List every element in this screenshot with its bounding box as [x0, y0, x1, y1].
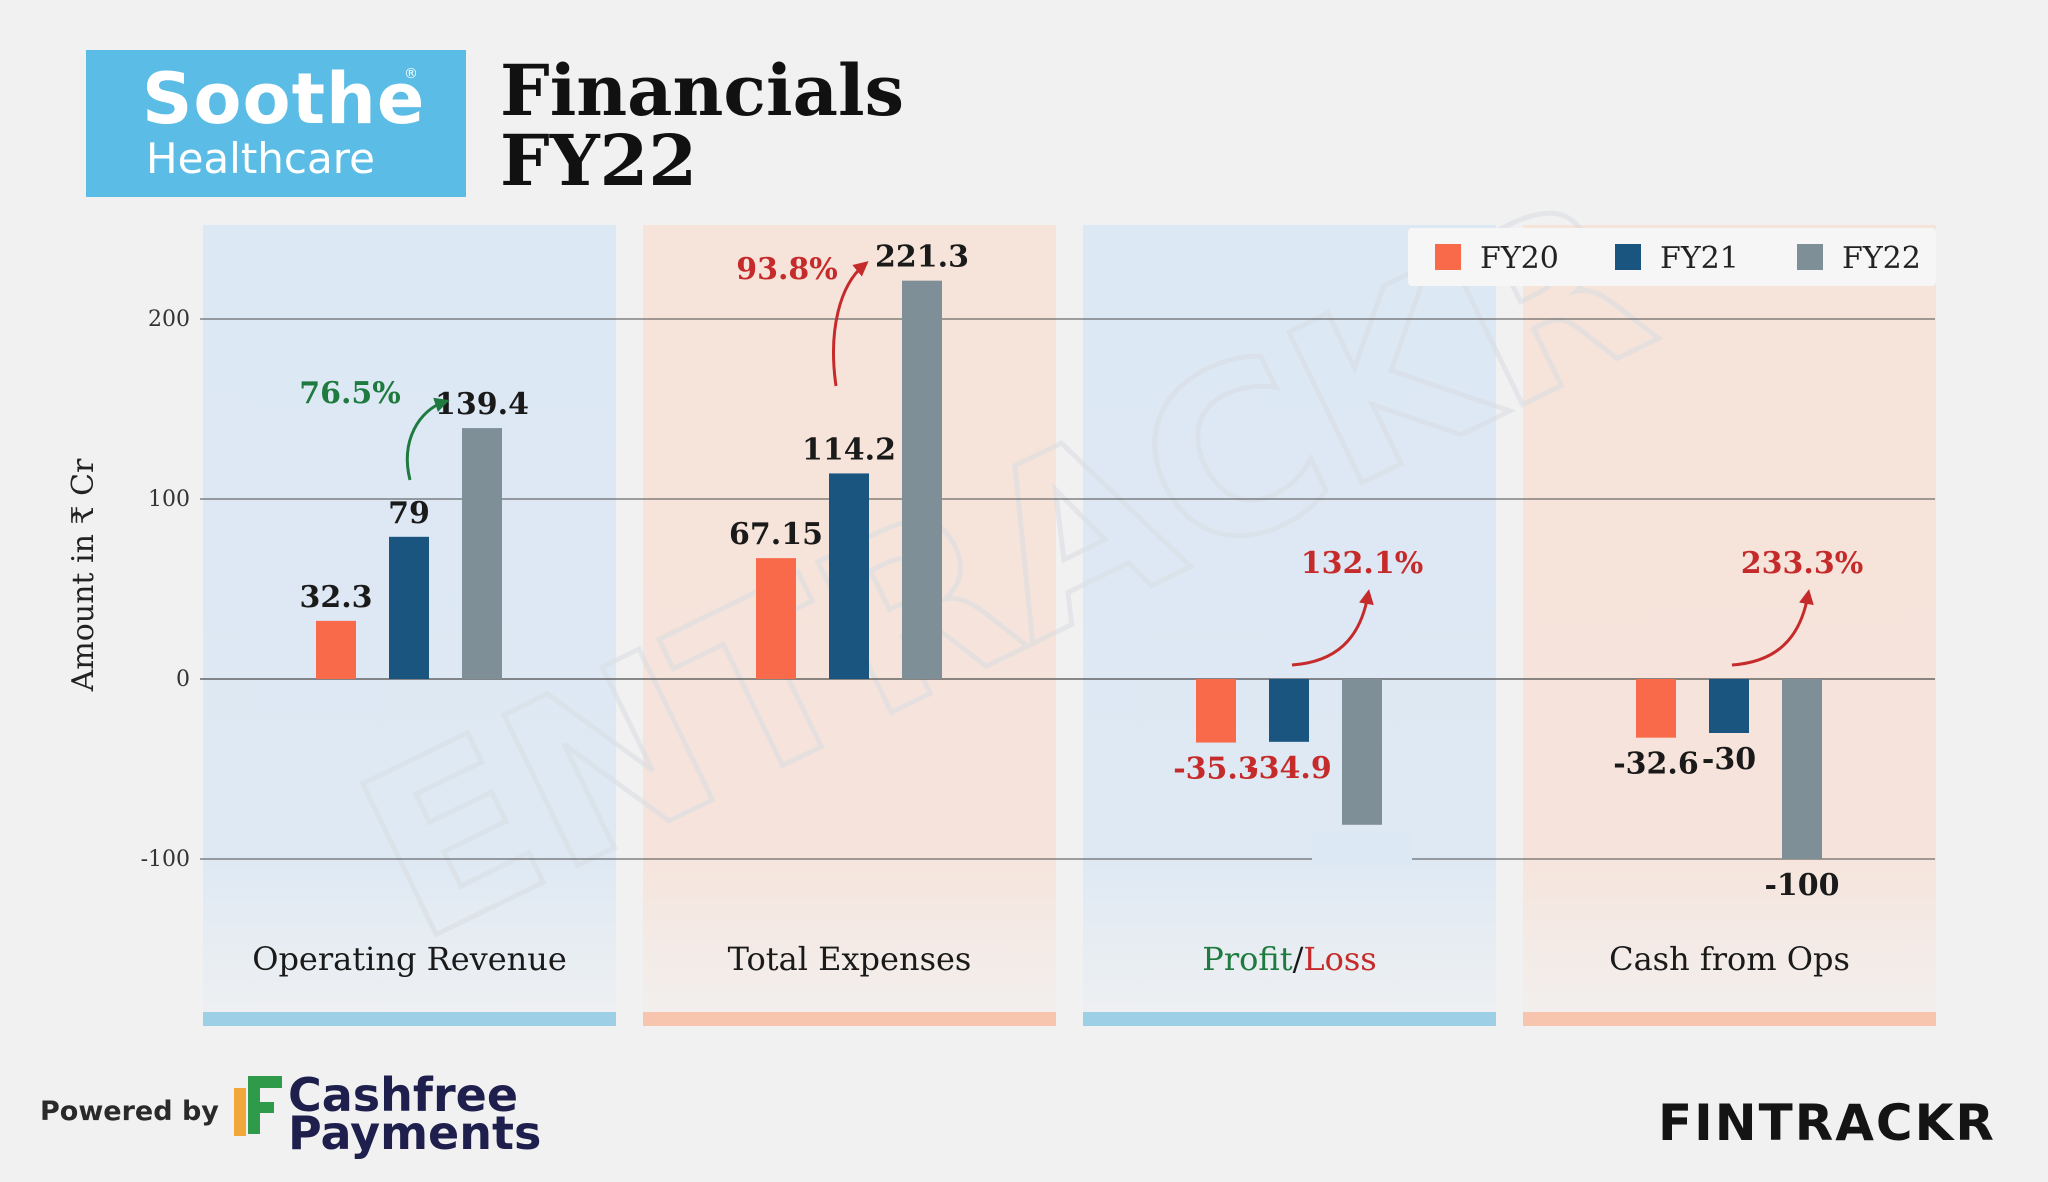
partner-name-line1: Cashfree: [288, 1068, 519, 1122]
y-tick-label: 0: [176, 667, 190, 692]
category-label: Cash from Ops: [1609, 940, 1850, 978]
growth-annotation: 76.5%: [299, 376, 401, 411]
category-underline: [643, 1012, 1056, 1026]
category-underline: [203, 1012, 616, 1026]
bar-fy21: [1709, 679, 1749, 733]
page-title-line1: Financials: [500, 49, 905, 132]
data-label: -34.9: [1246, 751, 1332, 786]
growth-annotation: 93.8%: [736, 252, 838, 287]
data-label: -32.6: [1613, 747, 1699, 782]
bar-fy20: [1196, 679, 1236, 743]
bar-fy20: [316, 620, 356, 679]
data-label: 221.3: [875, 240, 969, 275]
bar-fy22: [902, 280, 942, 679]
legend-label: FY21: [1660, 241, 1739, 276]
bar-fy22: [462, 428, 502, 679]
legend-box: [1408, 228, 1936, 286]
brand-logo: FINTRACKR: [1658, 1094, 1996, 1152]
bar-fy21: [389, 536, 429, 679]
label-backdrop: [1312, 830, 1412, 867]
category-label: Total Expenses: [728, 940, 972, 978]
data-label: 139.4: [435, 387, 529, 422]
legend-swatch: [1797, 244, 1823, 270]
logo-registered-mark: ®: [404, 66, 418, 82]
legend-label: FY22: [1842, 241, 1921, 276]
bar-fy20: [1636, 679, 1676, 738]
growth-annotation: 132.1%: [1301, 546, 1423, 581]
y-tick-label: 200: [148, 307, 190, 332]
bar-fy21: [829, 473, 869, 679]
growth-arrow: [405, 397, 450, 481]
y-tick-label: -100: [141, 847, 190, 872]
bar-fy22: [1342, 679, 1382, 825]
growth-arrow: [1731, 589, 1814, 667]
y-axis-label: Amount in ₹ Cr: [66, 458, 101, 692]
category-underline: [1523, 1012, 1936, 1026]
data-label: 79: [388, 496, 430, 531]
data-label: 114.2: [802, 432, 896, 467]
logo-name: Soothe: [142, 58, 426, 140]
bar-fy20: [756, 558, 796, 679]
growth-annotation: 233.3%: [1741, 546, 1863, 581]
bar-fy21: [1269, 679, 1309, 742]
category-underline: [1083, 1012, 1496, 1026]
category-label: Profit/Loss: [1202, 940, 1376, 978]
legend-swatch: [1615, 244, 1641, 270]
y-tick-label: 100: [148, 487, 190, 512]
category-panel: [1083, 225, 1496, 1015]
data-label: -100: [1764, 868, 1839, 903]
data-label: -35.3: [1173, 752, 1259, 787]
category-panel: [1523, 225, 1936, 1015]
powered-by-label: Powered by: [40, 1096, 219, 1127]
legend-label: FY20: [1480, 241, 1559, 276]
logo-subtitle: Healthcare: [146, 134, 375, 183]
data-label: 67.15: [729, 517, 823, 552]
growth-arrow: [832, 261, 869, 387]
cashfree-logo-icon: [234, 1076, 282, 1136]
page-title-line2: FY22: [500, 119, 698, 202]
data-label: -30: [1702, 742, 1756, 777]
category-label: Operating Revenue: [252, 940, 567, 978]
data-label: 32.3: [299, 580, 372, 615]
growth-arrow: [1291, 589, 1374, 667]
company-logo: Soothe ® Healthcare: [86, 50, 466, 197]
legend-swatch: [1435, 244, 1461, 270]
partner-name-line2: Payments: [288, 1106, 542, 1160]
bar-fy22: [1782, 679, 1822, 859]
